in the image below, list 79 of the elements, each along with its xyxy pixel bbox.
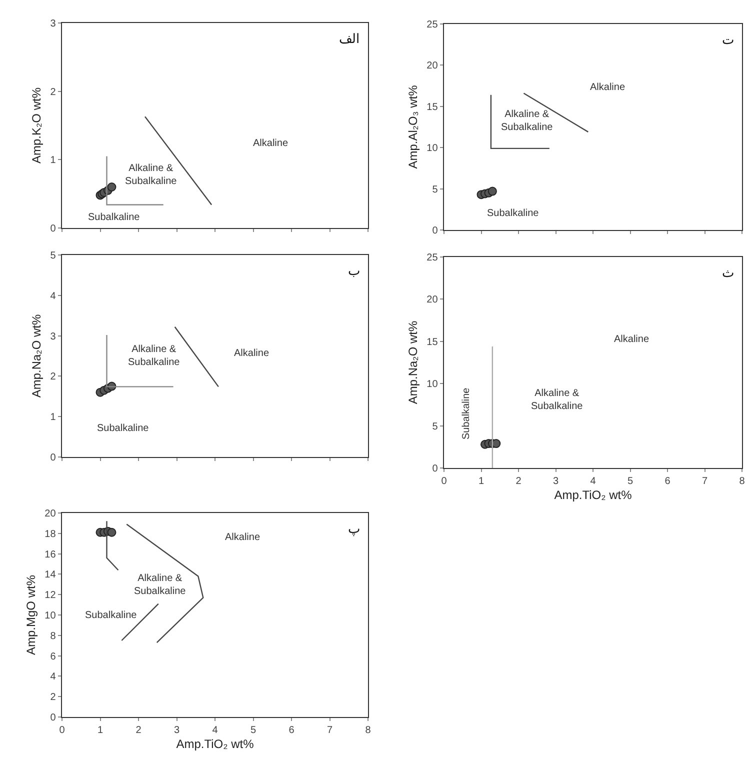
point xyxy=(107,182,116,192)
x-tick-label: 7 xyxy=(702,476,708,488)
y-tick-label: 6 xyxy=(50,651,56,662)
x-tick-label: 2 xyxy=(136,725,142,736)
y-tick-label: 25 xyxy=(426,252,438,264)
annotation: Alkaline xyxy=(234,348,270,359)
annotation: Alkaline xyxy=(225,532,260,543)
y-tick-label: 2 xyxy=(50,692,56,704)
y-tick-label: 18 xyxy=(44,528,56,540)
y-tick-label: 20 xyxy=(44,508,56,520)
annotation: Subalkaline xyxy=(461,387,472,440)
x-tick-label: 6 xyxy=(288,725,295,736)
x-axis-title: Amp.TiO₂ wt% xyxy=(554,488,632,502)
annotation: Alkaline xyxy=(614,334,650,345)
x-tick-label: 8 xyxy=(739,476,746,488)
y-tick-label: 5 xyxy=(432,421,438,432)
annotation: Alkaline xyxy=(253,138,288,149)
x-tick-label: 4 xyxy=(590,476,596,488)
annotation: Alkaline & Subalkaline xyxy=(128,344,180,368)
y-tick-label: 16 xyxy=(44,549,56,560)
x-axis-title: Amp.TiO₂ wt% xyxy=(176,737,254,751)
x-tick-label: 4 xyxy=(212,725,218,736)
y-tick-label: 0 xyxy=(50,712,56,724)
y-tick-label: 15 xyxy=(426,336,438,348)
annotation: Subalkaline xyxy=(88,212,140,223)
y-tick-label: 12 xyxy=(44,590,56,602)
y-tick-label: 3 xyxy=(50,331,56,342)
x-tick-label: 3 xyxy=(552,476,559,488)
annotation: ت xyxy=(722,32,734,47)
annotation: Alkaline & Subalkaline xyxy=(501,109,554,133)
annotation: Alkaline xyxy=(590,82,626,93)
y-axis-title: Amp.Na₂O wt% xyxy=(30,314,44,398)
x-tick-label: 5 xyxy=(627,476,634,488)
y-axis-title: Amp.Al₂O₃ wt% xyxy=(406,84,420,169)
annotation: ب xyxy=(348,263,360,278)
y-tick-label: 0 xyxy=(432,226,438,236)
y-tick-label: 2 xyxy=(50,86,56,98)
annotation: Alkaline & Subalkaline xyxy=(125,163,178,187)
y-tick-label: 25 xyxy=(426,20,438,30)
y-tick-label: 0 xyxy=(50,452,56,464)
x-tick-label: 2 xyxy=(516,476,522,488)
annotation: Alkaline & Subalkaline xyxy=(134,573,186,597)
x-tick-label: 1 xyxy=(97,725,104,736)
y-tick-label: 14 xyxy=(44,570,56,581)
annotation: Subalkaline xyxy=(97,423,150,434)
y-tick-label: 4 xyxy=(50,290,56,302)
y-tick-label: 3 xyxy=(50,18,56,30)
annotation: ث xyxy=(722,265,734,280)
y-tick-label: 20 xyxy=(426,294,438,306)
y-tick-label: 10 xyxy=(426,379,438,390)
y-tick-label: 20 xyxy=(426,60,438,72)
y-tick-label: 10 xyxy=(426,143,438,154)
y-tick-label: 8 xyxy=(50,630,56,642)
y-tick-label: 5 xyxy=(432,184,438,196)
x-tick-label: 0 xyxy=(441,476,448,488)
y-tick-label: 4 xyxy=(50,672,56,683)
x-tick-label: 5 xyxy=(250,725,256,736)
annotation: پ xyxy=(348,521,360,537)
y-tick-label: 2 xyxy=(50,372,56,383)
y-axis-title: Amp.Na₂O wt% xyxy=(406,320,420,404)
y-tick-label: 15 xyxy=(426,102,438,113)
x-tick-label: 7 xyxy=(326,725,333,736)
x-tick-label: 3 xyxy=(174,725,180,736)
y-tick-label: 0 xyxy=(50,224,56,234)
x-tick-label: 8 xyxy=(365,725,372,736)
x-tick-label: 0 xyxy=(59,725,66,736)
x-tick-label: 1 xyxy=(478,476,484,488)
y-axis-title: Amp.K₂O wt% xyxy=(30,87,44,164)
x-tick-label: 6 xyxy=(664,476,671,488)
y-tick-label: 0 xyxy=(432,464,438,474)
y-axis-title: Amp.MgO wt% xyxy=(24,574,38,656)
y-tick-label: 10 xyxy=(44,610,56,622)
annotation: Subalkaline xyxy=(85,610,138,621)
y-tick-label: 1 xyxy=(50,412,56,424)
annotation: الف xyxy=(339,31,360,46)
y-tick-label: 1 xyxy=(50,155,56,166)
annotation: Alkaline & Subalkaline xyxy=(531,388,584,412)
y-tick-label: 5 xyxy=(50,250,56,262)
annotation: Subalkaline xyxy=(487,208,540,219)
